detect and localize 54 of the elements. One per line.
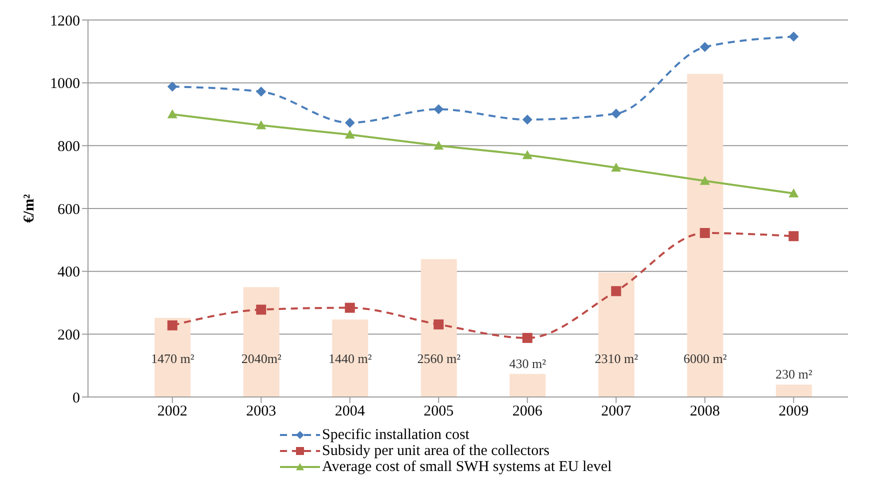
x-tick-label: 2002	[157, 404, 188, 420]
point	[700, 42, 710, 52]
data-label: 1440 m²	[328, 351, 372, 366]
x-tick-label: 2004	[334, 404, 366, 420]
point	[522, 332, 532, 343]
y-tick-label: 800	[58, 138, 80, 155]
data-label: 430 m²	[509, 356, 546, 371]
point	[700, 176, 710, 185]
point	[167, 109, 178, 118]
data-label: 2040m²	[241, 351, 282, 366]
point	[256, 86, 266, 97]
point	[788, 32, 799, 42]
point	[344, 118, 355, 128]
x-tick-label: 2005	[424, 404, 454, 420]
data-label: 2560 m²	[417, 351, 461, 366]
legend-label: Specific installation cost	[322, 427, 470, 443]
x-tick-label: 2008	[690, 404, 720, 420]
point	[788, 231, 799, 242]
point	[256, 120, 266, 130]
legend-label: Subsidy per unit area of the collectors	[322, 443, 550, 459]
point	[167, 320, 178, 330]
legend-label: Average cost of small SWH systems at EU level	[322, 459, 612, 475]
point	[788, 188, 799, 198]
y-axis-title: €/m²	[21, 194, 38, 223]
x-tick-label: 2006	[512, 404, 543, 420]
data-label: 230 m²	[775, 366, 812, 382]
bar	[776, 384, 812, 397]
point	[522, 114, 532, 125]
point	[344, 302, 355, 313]
y-tick-label: 1000	[50, 76, 80, 92]
point	[522, 150, 532, 160]
y-tick-label: 1200	[50, 13, 80, 30]
point	[167, 82, 178, 92]
data-label: 2310 m²	[594, 351, 638, 366]
y-tick-label: 600	[58, 202, 80, 218]
x-tick-label: 2009	[778, 404, 809, 420]
point	[256, 304, 266, 315]
bar	[243, 287, 280, 397]
point	[434, 140, 444, 150]
point	[611, 286, 622, 296]
point	[434, 319, 444, 330]
point	[700, 228, 710, 238]
point	[611, 162, 622, 172]
y-tick-label: 200	[58, 327, 80, 344]
bar	[510, 374, 546, 397]
data-label: 1470 m²	[150, 351, 194, 366]
y-tick-label: 400	[58, 264, 80, 281]
y-tick-label: 0	[72, 390, 80, 406]
point	[611, 108, 622, 119]
x-tick-label: 2007	[601, 404, 632, 420]
data-label: 6000 m²	[683, 351, 727, 366]
point	[344, 130, 355, 139]
point	[434, 104, 444, 114]
x-tick-label: 2003	[246, 404, 276, 420]
